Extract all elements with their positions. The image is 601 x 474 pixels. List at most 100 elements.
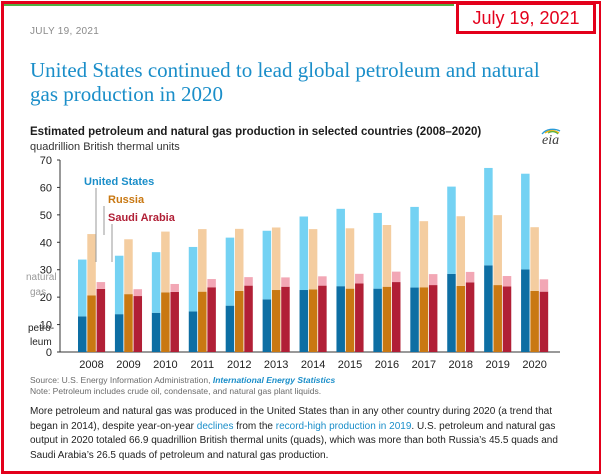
bar-russia-petroleum-2017 [419, 287, 429, 352]
bar-us-petroleum-2011 [188, 311, 198, 352]
x-tick-label: 2014 [301, 359, 325, 371]
chart-title: Estimated petroleum and natural gas prod… [30, 126, 482, 138]
bar-russia-petroleum-2013 [271, 290, 281, 352]
bar-russia-petroleum-2009 [124, 294, 133, 352]
bar-russia-natural-gas-2014 [308, 229, 318, 290]
body-text-3: . U.S. petroleum and natural gas output … [30, 420, 558, 461]
bar-chart: 0 10 20 30 40 50 60 70 2008 2009 2010 2011 2012 2013 2… [26, 155, 560, 371]
bar-saudi-natural-gas-2020 [539, 279, 549, 292]
bar-saudi-natural-gas-2015 [355, 273, 364, 284]
bar-us-petroleum-2009 [114, 314, 124, 352]
bar-us-natural-gas-2014 [299, 216, 309, 291]
bar-russia-natural-gas-2018 [456, 216, 466, 286]
x-tick-label: 2018 [449, 359, 473, 371]
bar-saudi-petroleum-2020 [539, 291, 549, 352]
x-tick-label: 2012 [227, 359, 251, 371]
y-tick-label: 0 [46, 347, 52, 359]
bar-russia-natural-gas-2016 [382, 225, 392, 287]
bar-us-petroleum-2017 [410, 287, 419, 352]
bar-us-petroleum-2008 [78, 316, 87, 352]
bar-us-petroleum-2013 [262, 299, 272, 352]
bar-us-natural-gas-2016 [373, 212, 382, 289]
bar-russia-petroleum-2019 [493, 285, 502, 352]
legend-label-russia: Russia [108, 194, 145, 206]
bar-saudi-natural-gas-2012 [244, 277, 253, 286]
bar-russia-petroleum-2010 [161, 292, 170, 352]
body-text-2: from the [233, 420, 276, 432]
bar-us-petroleum-2020 [521, 269, 530, 352]
x-tick-label: 2019 [485, 359, 509, 371]
bar-russia-petroleum-2015 [345, 288, 355, 352]
bar-saudi-natural-gas-2008 [96, 282, 106, 289]
bar-russia-natural-gas-2011 [198, 229, 207, 292]
y-tick-label: 60 [40, 182, 52, 194]
x-tick-label: 2010 [153, 359, 177, 371]
top-rule [4, 4, 454, 6]
bar-us-natural-gas-2018 [447, 186, 456, 274]
bar-saudi-petroleum-2015 [355, 283, 364, 352]
bar-saudi-petroleum-2009 [133, 296, 143, 352]
bar-russia-natural-gas-2017 [419, 221, 429, 288]
bar-saudi-natural-gas-2016 [391, 271, 401, 283]
bar-us-petroleum-2012 [225, 305, 235, 352]
x-tick-label: 2020 [522, 359, 546, 371]
legend-label-us: United States [84, 176, 154, 188]
bar-saudi-petroleum-2014 [318, 285, 327, 352]
x-tick-label: 2009 [116, 359, 140, 371]
x-tick-label: 2013 [264, 359, 288, 371]
label-natural-gas-line1: natural [26, 272, 57, 283]
bar-saudi-petroleum-2013 [281, 286, 290, 352]
bar-us-natural-gas-2008 [78, 259, 87, 317]
bar-russia-petroleum-2011 [198, 291, 207, 352]
bar-russia-petroleum-2020 [530, 290, 539, 352]
body-text-1: More petroleum and natural gas was produ… [30, 406, 552, 432]
bar-us-petroleum-2018 [447, 273, 456, 352]
y-tick-label: 70 [40, 155, 52, 167]
bar-us-natural-gas-2012 [225, 237, 235, 306]
bar-russia-petroleum-2014 [308, 289, 318, 352]
bar-saudi-petroleum-2010 [170, 291, 179, 352]
bar-us-natural-gas-2015 [336, 208, 345, 287]
label-petroleum-line1: petro- [28, 323, 54, 334]
y-tick-label: 50 [40, 210, 52, 222]
bar-us-natural-gas-2013 [262, 230, 272, 300]
bar-russia-petroleum-2016 [382, 286, 392, 352]
label-natural-gas-line2: gas [30, 287, 46, 298]
record-high-link[interactable]: record-high production in 2019 [275, 420, 412, 432]
chart-source: Source: U.S. Energy Information Administ… [30, 375, 335, 385]
chart-note: Note: Petroleum includes crude oil, cond… [30, 386, 322, 396]
source-link[interactable]: International Energy Statistics [212, 375, 336, 385]
x-tick-label: 2008 [79, 359, 103, 371]
bar-saudi-petroleum-2012 [244, 285, 253, 352]
bar-saudi-natural-gas-2014 [318, 276, 327, 286]
bar-us-natural-gas-2020 [521, 173, 530, 270]
bar-russia-petroleum-2008 [87, 295, 96, 352]
date-badge: July 19, 2021 [456, 2, 596, 34]
bar-saudi-natural-gas-2018 [465, 271, 475, 283]
bar-saudi-natural-gas-2019 [502, 276, 512, 287]
bar-russia-natural-gas-2019 [493, 215, 502, 286]
bar-us-petroleum-2010 [151, 312, 161, 352]
article-date: JULY 19, 2021 [30, 26, 100, 37]
bar-russia-natural-gas-2020 [530, 227, 539, 291]
bar-russia-natural-gas-2010 [161, 231, 170, 293]
bar-saudi-natural-gas-2017 [428, 274, 438, 286]
bar-us-petroleum-2019 [484, 265, 493, 352]
bar-saudi-natural-gas-2013 [281, 277, 290, 287]
x-tick-label: 2016 [375, 359, 399, 371]
y-tick-label: 40 [40, 237, 52, 249]
bar-russia-natural-gas-2015 [345, 228, 355, 289]
bar-us-petroleum-2015 [336, 286, 345, 352]
x-tick-label: 2017 [412, 359, 436, 371]
x-tick-label: 2011 [190, 359, 214, 371]
bar-us-petroleum-2014 [299, 290, 309, 352]
page-title[interactable]: United States continued to lead global p… [30, 58, 540, 106]
bar-saudi-petroleum-2016 [391, 282, 401, 352]
bar-saudi-natural-gas-2009 [133, 289, 143, 297]
label-petroleum-line2: leum [30, 337, 52, 348]
bar-saudi-petroleum-2019 [502, 286, 512, 352]
declines-link[interactable]: declines [196, 420, 234, 432]
eia-logo-text: eia [542, 133, 560, 148]
x-tick-label: 2015 [338, 359, 362, 371]
eia-logo-icon[interactable] [536, 128, 570, 150]
